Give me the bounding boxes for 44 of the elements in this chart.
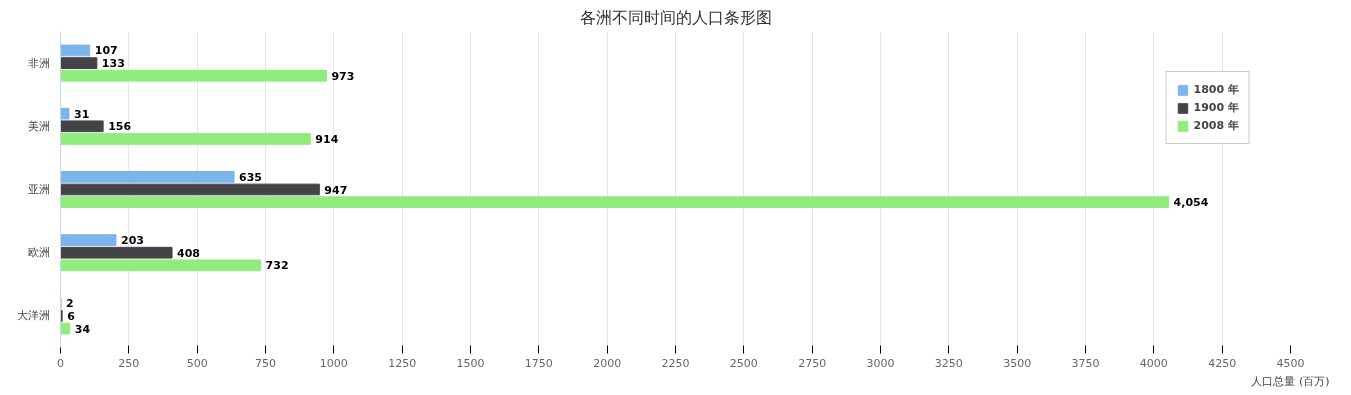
- x-tick-label: 2000: [593, 356, 622, 370]
- data-label: 203: [120, 234, 144, 248]
- data-label: 107: [94, 44, 118, 58]
- legend-label: 1800 年: [1193, 82, 1239, 97]
- x-axis-title: 人口总量 (百万): [1251, 374, 1330, 388]
- x-tick-label: 3250: [934, 356, 963, 370]
- y-tick-label: 亚洲: [27, 183, 50, 196]
- x-tick-label: 4250: [1208, 356, 1237, 370]
- x-tick-label: 3500: [1003, 356, 1032, 370]
- data-label: 732: [265, 259, 289, 273]
- data-label: 2: [66, 297, 74, 311]
- x-tick-label: 0: [57, 356, 64, 370]
- x-tick-label: 3750: [1071, 356, 1100, 370]
- x-tick-label: 4000: [1139, 356, 1168, 370]
- data-label: 156: [108, 120, 132, 134]
- legend-label: 2008 年: [1193, 118, 1239, 133]
- x-tick-label: 250: [118, 356, 140, 370]
- x-tick-label: 1750: [524, 356, 553, 370]
- data-label: 947: [324, 183, 348, 197]
- y-tick-label: 非洲: [27, 56, 50, 70]
- data-label: 914: [315, 132, 339, 146]
- x-tick-label: 750: [255, 356, 276, 370]
- x-tick-label: 2500: [729, 356, 758, 370]
- x-tick-label: 1250: [388, 356, 417, 370]
- data-label: 4,054: [1173, 196, 1209, 210]
- data-label: 973: [331, 69, 355, 83]
- y-tick-label: 大洋洲: [16, 309, 50, 323]
- x-tick-label: 1500: [456, 356, 485, 370]
- data-label: 408: [177, 246, 200, 260]
- data-label: 133: [101, 57, 125, 71]
- data-label: 635: [239, 170, 263, 184]
- data-label: 31: [73, 107, 90, 121]
- y-tick-label: 美洲: [27, 119, 50, 133]
- legend-label: 1900 年: [1193, 100, 1239, 115]
- y-tick-label: 欧洲: [27, 246, 50, 260]
- x-tick-label: 4500: [1276, 356, 1305, 370]
- chart-title: 各洲不同时间的人口条形图: [579, 7, 772, 27]
- data-label: 6: [67, 309, 76, 323]
- x-tick-label: 500: [186, 356, 208, 370]
- data-label: 34: [74, 322, 91, 336]
- x-tick-label: 1000: [319, 356, 348, 370]
- x-tick-label: 2750: [798, 356, 827, 370]
- x-tick-label: 2250: [661, 356, 690, 370]
- x-tick-label: 3000: [866, 356, 895, 370]
